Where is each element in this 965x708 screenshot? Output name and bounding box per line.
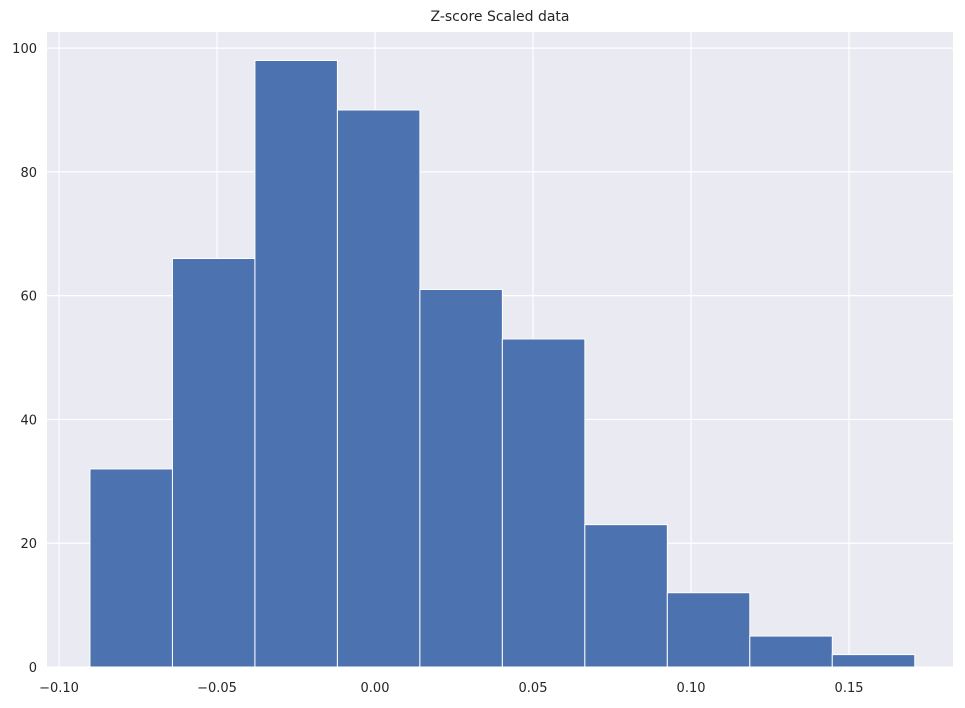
bar [89, 468, 173, 668]
x-tick-label: −0.05 [197, 681, 237, 696]
bar [666, 592, 751, 668]
chart-title: Z-score Scaled data [430, 9, 569, 25]
y-tick-label: 60 [20, 290, 37, 305]
y-tick-label: 20 [20, 537, 37, 552]
bar [419, 288, 503, 668]
bar [171, 258, 256, 668]
bar [749, 635, 833, 668]
bar [254, 59, 338, 668]
bar [336, 109, 421, 668]
bar [501, 338, 586, 668]
y-tick-label: 0 [29, 661, 37, 676]
y-tick-label: 80 [20, 166, 37, 181]
y-tick-label: 40 [20, 413, 37, 428]
bar [584, 524, 668, 668]
bar [831, 654, 916, 668]
x-tick-label: 0.05 [519, 681, 548, 696]
x-tick-label: 0.00 [361, 681, 390, 696]
x-tick-label: 0.15 [835, 681, 864, 696]
x-tick-label: 0.10 [677, 681, 706, 696]
x-tick-label: −0.10 [39, 681, 79, 696]
y-tick-label: 100 [12, 42, 37, 57]
